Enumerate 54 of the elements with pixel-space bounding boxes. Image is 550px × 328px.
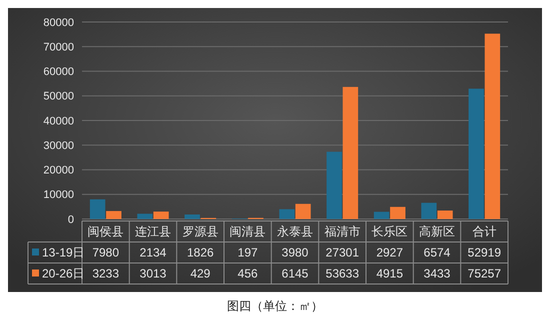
x-tick-label: 高新区 — [419, 224, 455, 239]
data-label: 3433 — [424, 266, 451, 281]
x-tick-label: 长乐区 — [372, 224, 408, 239]
data-label: 2134 — [140, 246, 167, 260]
y-tick-label: 20000 — [43, 164, 74, 177]
y-tick-label: 30000 — [43, 140, 74, 152]
data-label: 429 — [190, 266, 211, 281]
x-tick-label: 福清市 — [324, 224, 360, 239]
x-tick-label: 合计 — [472, 224, 496, 239]
data-label: 52919 — [468, 246, 502, 260]
legend-label: 20-26日 — [42, 266, 85, 281]
y-tick-label: 10000 — [43, 189, 74, 202]
bar — [106, 211, 122, 219]
y-tick-label: 60000 — [43, 66, 74, 78]
data-label: 1826 — [186, 246, 214, 260]
x-tick-label: 罗源县 — [182, 224, 218, 239]
y-tick-label: 80000 — [43, 16, 74, 29]
y-tick-label: 70000 — [43, 41, 74, 54]
data-label: 3980 — [282, 246, 309, 260]
data-label: 2927 — [376, 246, 404, 260]
bar — [279, 209, 295, 219]
data-label: 4915 — [376, 266, 404, 281]
y-tick-label: 40000 — [43, 115, 74, 128]
bar — [468, 88, 484, 219]
data-label: 6145 — [282, 266, 309, 281]
data-label: 7980 — [92, 246, 120, 260]
x-tick-label: 连江县 — [135, 224, 171, 239]
bar — [295, 204, 311, 219]
bar — [137, 214, 153, 219]
x-tick-label: 闽侯县 — [88, 224, 124, 239]
x-tick-label: 闽清县 — [230, 224, 266, 239]
bar — [184, 214, 200, 219]
bar — [390, 206, 406, 219]
bar — [484, 34, 500, 219]
bar — [374, 212, 390, 219]
bar — [90, 199, 106, 219]
text: 图四（单位：㎡） — [227, 299, 323, 313]
bar — [437, 210, 453, 219]
bar — [326, 152, 342, 219]
data-label: 3013 — [140, 266, 167, 281]
data-label: 3233 — [92, 266, 120, 281]
data-label: 27301 — [326, 246, 360, 260]
bar — [153, 212, 169, 219]
y-tick-label: 0 — [68, 214, 74, 226]
y-tick-label: 50000 — [43, 90, 74, 103]
data-label: 75257 — [468, 266, 502, 281]
x-tick-label: 永泰县 — [277, 224, 313, 239]
data-label: 197 — [238, 246, 258, 260]
bar — [421, 202, 437, 219]
data-label: 6574 — [424, 246, 451, 260]
data-label: 456 — [238, 266, 258, 281]
legend-label: 13-19日 — [42, 246, 85, 260]
bar — [342, 86, 358, 219]
data-label: 53633 — [326, 266, 360, 281]
